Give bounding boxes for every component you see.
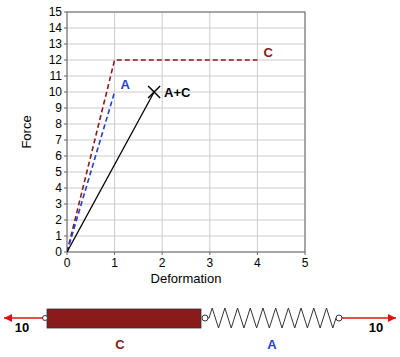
y-tick-label: 11 xyxy=(50,69,63,83)
x-tick-label: 4 xyxy=(254,256,261,270)
grid-line xyxy=(67,236,305,237)
member-label: A xyxy=(267,337,277,352)
tick xyxy=(64,172,67,173)
y-tick-label: 1 xyxy=(55,229,62,243)
series-label: A+C xyxy=(164,85,191,100)
tick xyxy=(64,124,67,125)
force-label: 10 xyxy=(369,320,383,335)
grid-line xyxy=(257,12,258,252)
spring-member xyxy=(205,308,339,328)
y-tick-label: 6 xyxy=(55,149,62,163)
y-tick-label: 14 xyxy=(49,21,63,35)
y-axis-title: Force xyxy=(19,115,34,148)
y-tick-label: 7 xyxy=(55,133,62,147)
tick xyxy=(64,156,67,157)
series-label: C xyxy=(263,45,273,60)
series-line xyxy=(67,92,115,252)
tick xyxy=(64,204,67,205)
y-tick-label: 12 xyxy=(49,53,63,67)
y-tick-label: 8 xyxy=(55,117,62,131)
y-tick-label: 5 xyxy=(55,165,62,179)
y-tick-label: 4 xyxy=(55,181,62,195)
grid-line xyxy=(209,12,210,252)
x-tick-label: 3 xyxy=(206,256,213,270)
y-tick-label: 2 xyxy=(55,213,62,227)
pin xyxy=(202,315,208,321)
tick xyxy=(114,252,115,255)
bar-member xyxy=(47,309,201,328)
x-tick-label: 5 xyxy=(302,256,309,270)
y-tick-label: 13 xyxy=(49,37,63,51)
y-tick-label: 3 xyxy=(55,197,62,211)
x-tick-label: 1 xyxy=(111,256,118,270)
grid-line xyxy=(162,12,163,252)
tick xyxy=(64,44,67,45)
x-tick-label: 2 xyxy=(159,256,166,270)
tick xyxy=(162,252,163,255)
plot-marks xyxy=(67,60,257,252)
y-tick-label: 0 xyxy=(55,245,62,259)
pin xyxy=(336,315,342,321)
tick xyxy=(64,140,67,141)
pin xyxy=(43,316,48,321)
tick xyxy=(64,28,67,29)
force-label: 10 xyxy=(15,320,29,335)
grid-line xyxy=(67,140,305,141)
y-tick-label: 10 xyxy=(49,85,63,99)
grid-line xyxy=(67,76,305,77)
arrow-head xyxy=(4,314,12,322)
member-label: C xyxy=(115,337,125,352)
tick xyxy=(305,252,306,255)
tick xyxy=(64,252,67,253)
grid-line xyxy=(114,12,115,252)
x-axis-title: Deformation xyxy=(151,271,222,286)
plot-frame xyxy=(67,12,305,252)
tick xyxy=(64,220,67,221)
grid-line xyxy=(67,156,305,157)
tick xyxy=(64,12,67,13)
x-tick-label: 0 xyxy=(64,256,71,270)
y-tick-label: 9 xyxy=(55,101,62,115)
tick xyxy=(64,92,67,93)
tick xyxy=(64,236,67,237)
grid-line xyxy=(67,172,305,173)
tick xyxy=(64,76,67,77)
tick xyxy=(64,60,67,61)
tick xyxy=(257,252,258,255)
arrow-head xyxy=(388,314,396,322)
series-line xyxy=(67,60,257,252)
y-tick-label: 15 xyxy=(49,5,63,19)
grid-line xyxy=(67,220,305,221)
figure: 0123450123456789101112131415DeformationF… xyxy=(0,0,400,357)
grid-line xyxy=(67,28,305,29)
tick xyxy=(64,108,67,109)
grid-line xyxy=(67,204,305,205)
force-arrow xyxy=(342,317,396,319)
point-marker xyxy=(148,86,160,98)
tick xyxy=(64,188,67,189)
series-line xyxy=(67,92,154,252)
series-label: A xyxy=(121,77,131,92)
grid-line xyxy=(67,124,305,125)
tick xyxy=(209,252,210,255)
